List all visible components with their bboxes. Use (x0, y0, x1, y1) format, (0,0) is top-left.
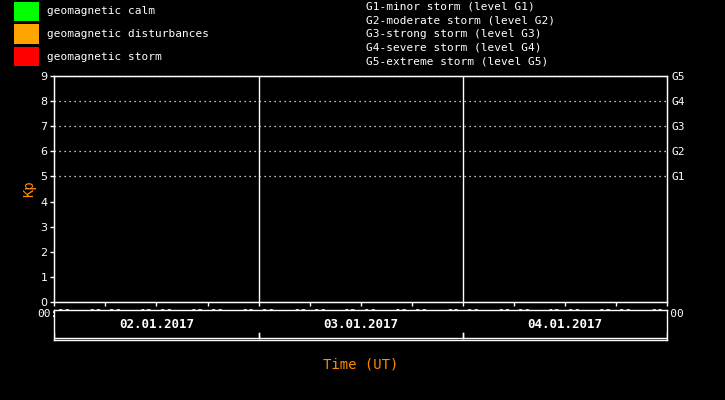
Text: geomagnetic storm: geomagnetic storm (47, 52, 162, 62)
Text: geomagnetic calm: geomagnetic calm (47, 6, 155, 16)
Bar (14, 24, 38, 44)
Text: 03.01.2017: 03.01.2017 (323, 318, 398, 332)
Text: Time (UT): Time (UT) (323, 357, 398, 371)
Text: G1-minor storm (level G1): G1-minor storm (level G1) (366, 2, 535, 12)
Text: G4-severe storm (level G4): G4-severe storm (level G4) (366, 43, 542, 53)
Bar (14, 47, 38, 66)
Bar (14, 2, 38, 21)
Text: 04.01.2017: 04.01.2017 (527, 318, 602, 332)
Text: 02.01.2017: 02.01.2017 (119, 318, 194, 332)
Text: G2-moderate storm (level G2): G2-moderate storm (level G2) (366, 15, 555, 25)
Y-axis label: Kp: Kp (22, 181, 36, 197)
Text: G5-extreme storm (level G5): G5-extreme storm (level G5) (366, 56, 548, 66)
Text: G3-strong storm (level G3): G3-strong storm (level G3) (366, 29, 542, 39)
Text: geomagnetic disturbances: geomagnetic disturbances (47, 29, 210, 39)
